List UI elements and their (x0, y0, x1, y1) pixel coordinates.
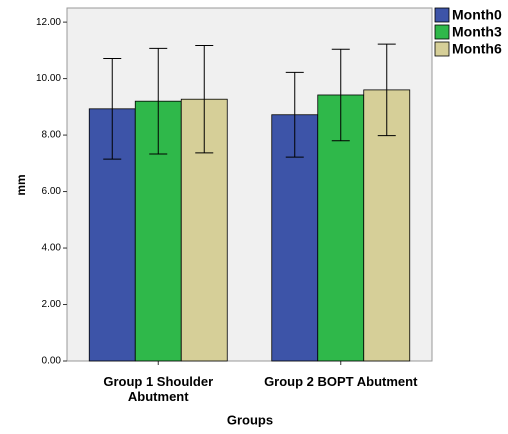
legend-swatch (434, 7, 450, 23)
y-tick-label: 12.00 (36, 17, 61, 28)
error-bar (285, 71, 304, 158)
error-bar (377, 43, 396, 137)
legend-label: Month0 (452, 7, 502, 23)
x-tick-label: Group 2 BOPT Abutment (264, 374, 418, 389)
y-tick-label: 2.00 (42, 299, 62, 310)
y-tick-label: 6.00 (42, 186, 62, 197)
error-bar (103, 58, 122, 160)
y-tick-label: 10.00 (36, 73, 61, 84)
x-axis-label: Groups (227, 412, 273, 427)
error-bar (195, 45, 214, 154)
legend-swatch (434, 41, 450, 57)
y-tick-label: 4.00 (42, 243, 62, 254)
legend-swatch (434, 24, 450, 40)
error-bar (149, 47, 168, 155)
legend-label: Month6 (452, 41, 502, 57)
legend-label: Month3 (452, 24, 502, 40)
x-tick-label: Group 1 Shoulder Abutment (103, 374, 214, 404)
y-tick-label: 0.00 (42, 356, 62, 367)
y-tick-label: 8.00 (42, 130, 62, 141)
y-axis-label: mm (14, 174, 28, 195)
error-bar (331, 48, 350, 142)
